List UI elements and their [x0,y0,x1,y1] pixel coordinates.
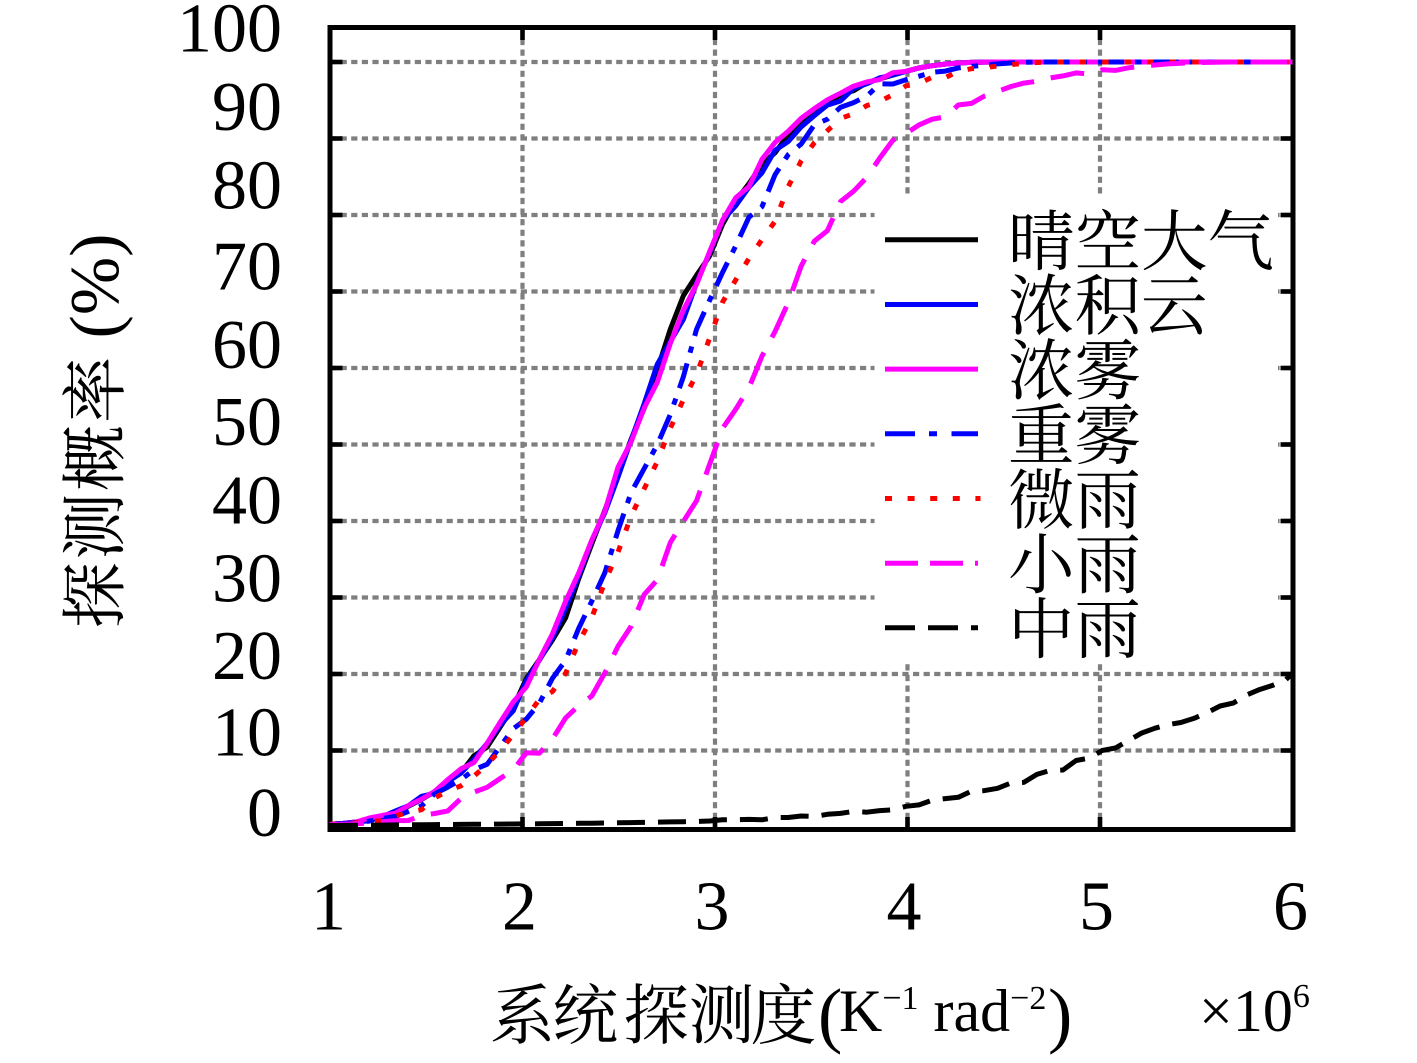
svg-text:10: 10 [212,695,282,772]
svg-text:(%): (%) [57,234,134,339]
svg-text:×106: ×106 [1199,978,1310,1044]
svg-text:50: 50 [212,384,282,461]
svg-text:6: 6 [1273,869,1308,946]
svg-text:1: 1 [311,869,346,946]
svg-text:100: 100 [177,0,282,68]
svg-text:2: 2 [502,869,537,946]
svg-text:4: 4 [887,869,922,946]
svg-text:70: 70 [212,229,282,306]
svg-text:0: 0 [247,775,282,852]
svg-text:(: ( [818,974,842,1055]
svg-text:90: 90 [212,69,282,146]
svg-text:): ) [1048,974,1072,1055]
svg-text:40: 40 [212,463,282,540]
svg-text:5: 5 [1079,869,1114,946]
svg-text:60: 60 [212,307,282,384]
svg-text:3: 3 [695,869,730,946]
svg-text:30: 30 [212,541,282,618]
svg-text:80: 80 [212,147,282,224]
svg-text:20: 20 [212,618,282,695]
